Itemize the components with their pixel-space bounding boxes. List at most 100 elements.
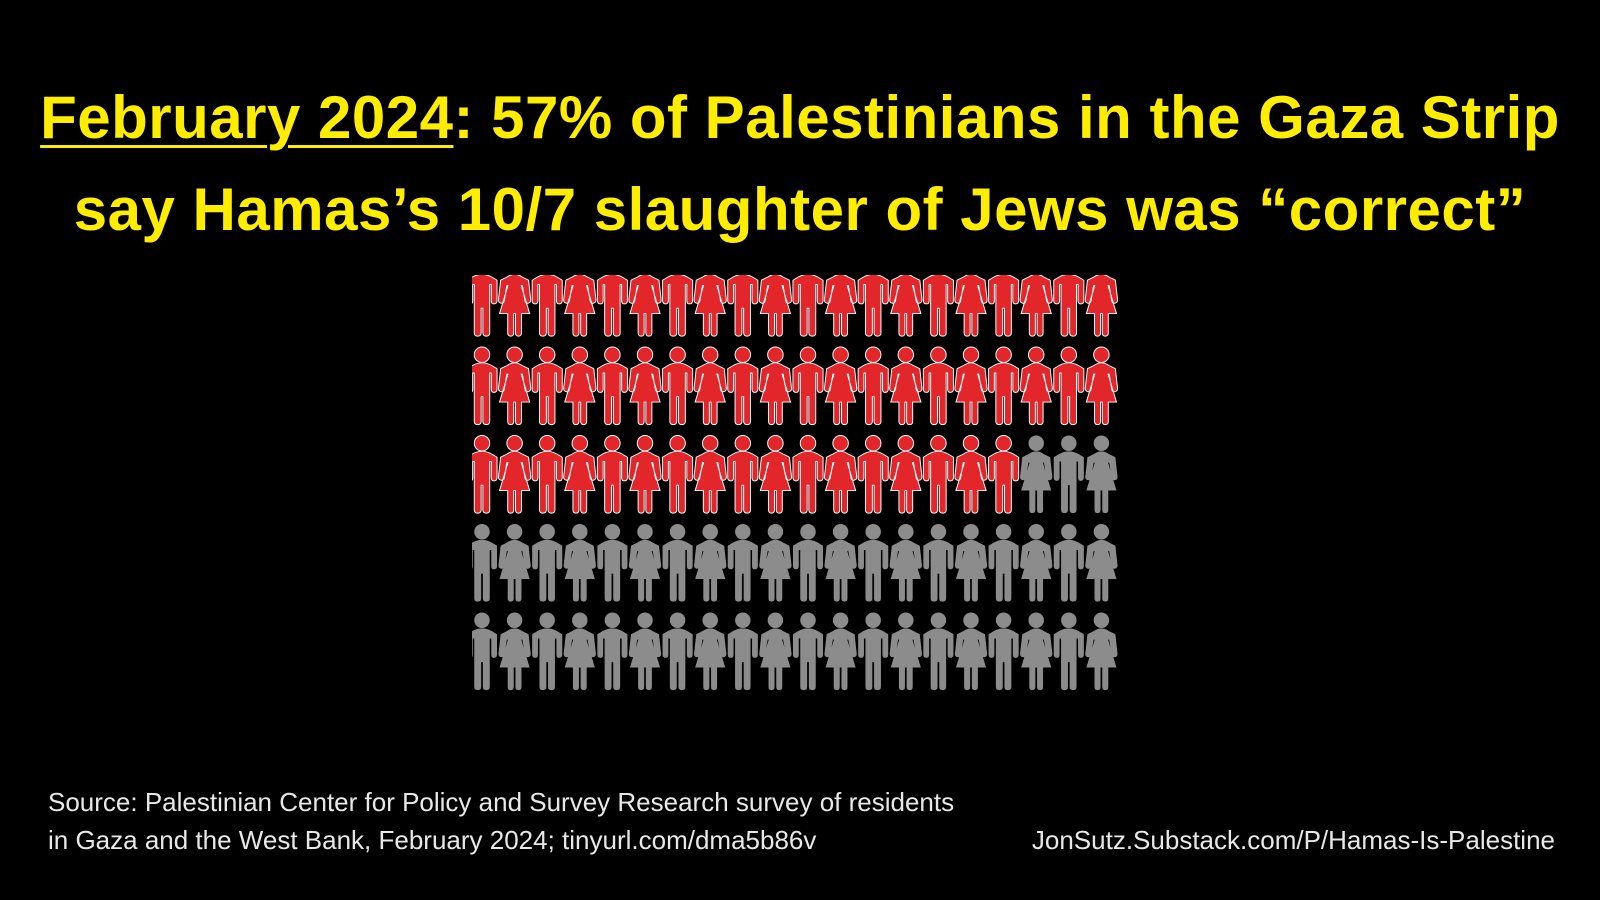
- person-icon-highlighted-woman: [823, 346, 858, 426]
- person-icon-highlighted-man: [727, 435, 759, 514]
- person-icon-man: [988, 612, 1019, 691]
- person-icon-woman: [1085, 435, 1118, 514]
- person-icon-highlighted-woman: [693, 435, 727, 514]
- person-icon-highlighted-woman: [497, 275, 532, 337]
- person-icon-highlighted-man: [472, 275, 498, 337]
- person-icon-highlighted-man: [662, 275, 694, 337]
- person-icon-highlighted-woman: [954, 275, 988, 337]
- person-icon-highlighted-woman: [1019, 346, 1053, 426]
- person-icon-woman: [563, 612, 596, 691]
- person-icon-highlighted-man: [1053, 346, 1085, 426]
- person-icon-highlighted-woman: [497, 346, 532, 426]
- person-icon-highlighted-woman: [889, 435, 923, 514]
- person-icon-highlighted-man: [922, 346, 954, 426]
- person-icon-highlighted-woman: [693, 346, 727, 426]
- person-icon-woman: [1085, 612, 1118, 691]
- person-icon-highlighted-man: [531, 275, 563, 337]
- person-icon-woman: [954, 612, 988, 691]
- person-icon-highlighted-man: [988, 346, 1020, 426]
- headline: February 2024: 57% of Palestinians in th…: [0, 72, 1600, 256]
- person-icon-highlighted-man: [472, 346, 498, 426]
- headline-line-1: February 2024: 57% of Palestinians in th…: [0, 72, 1600, 164]
- person-icon-man: [1053, 612, 1084, 691]
- person-icon-woman: [889, 524, 922, 602]
- person-icon-highlighted-woman: [497, 435, 532, 514]
- person-icon-highlighted-woman: [758, 346, 793, 426]
- source-line-1: Source: Palestinian Center for Policy an…: [48, 787, 955, 817]
- person-icon-woman: [498, 524, 531, 602]
- headline-line-2: say Hamas’s 10/7 slaughter of Jews was “…: [73, 176, 1527, 243]
- person-icon-highlighted-woman: [954, 346, 988, 426]
- person-icon-highlighted-man: [727, 275, 759, 337]
- person-icon-highlighted-woman: [693, 275, 727, 337]
- person-icon-highlighted-man: [857, 275, 889, 337]
- person-icon-highlighted-man: [988, 435, 1020, 514]
- person-icon-highlighted-man: [857, 435, 889, 514]
- person-icon-highlighted-woman: [628, 435, 662, 514]
- person-icon-highlighted-woman: [823, 275, 858, 337]
- person-icon-woman: [1020, 435, 1053, 514]
- person-icon-highlighted-man: [792, 435, 824, 514]
- person-icon-man: [662, 524, 693, 602]
- person-icon-highlighted-man: [596, 346, 628, 426]
- person-icon-highlighted-man: [988, 275, 1020, 337]
- person-icon-woman: [628, 612, 662, 691]
- person-icon-woman: [1020, 612, 1053, 691]
- person-icon-man: [792, 524, 824, 602]
- person-icon-highlighted-woman: [758, 435, 793, 514]
- person-icon-man: [1053, 435, 1084, 514]
- person-icon-highlighted-man: [472, 435, 498, 514]
- person-icon-woman: [889, 612, 922, 691]
- person-icon-highlighted-woman: [563, 275, 597, 337]
- pictogram-svg: [472, 275, 1119, 691]
- person-icon-man: [1053, 524, 1084, 602]
- person-icon-highlighted-man: [531, 435, 563, 514]
- person-icon-woman: [824, 612, 857, 691]
- person-icon-woman: [1085, 524, 1118, 602]
- person-icon-man: [597, 612, 628, 691]
- person-icon-highlighted-man: [662, 346, 694, 426]
- person-icon-highlighted-man: [922, 435, 954, 514]
- headline-line-1-text: : 57% of Palestinians in the Gaza Strip: [453, 84, 1560, 151]
- person-icon-woman: [954, 524, 988, 602]
- person-icon-highlighted-woman: [563, 346, 597, 426]
- person-icon-man: [727, 524, 758, 602]
- person-icon-woman: [694, 612, 727, 691]
- person-icon-man: [532, 612, 563, 691]
- person-icon-woman: [628, 524, 662, 602]
- person-icon-woman: [694, 524, 727, 602]
- person-icon-highlighted-man: [596, 275, 628, 337]
- person-icon-highlighted-man: [857, 346, 889, 426]
- person-icon-man: [923, 612, 954, 691]
- person-icon-highlighted-man: [662, 435, 694, 514]
- person-icon-woman: [759, 524, 792, 602]
- person-icon-highlighted-man: [792, 275, 824, 337]
- person-icon-woman: [759, 612, 792, 691]
- person-icon-highlighted-woman: [628, 346, 662, 426]
- person-icon-man: [472, 524, 498, 602]
- headline-date: February 2024: [40, 84, 454, 151]
- person-icon-man: [858, 524, 889, 602]
- person-icon-man: [532, 524, 563, 602]
- person-icon-highlighted-woman: [889, 346, 923, 426]
- person-icon-highlighted-woman: [628, 275, 662, 337]
- person-icon-man: [662, 612, 693, 691]
- person-icon-highlighted-woman: [563, 435, 597, 514]
- person-icon-highlighted-man: [596, 435, 628, 514]
- person-icon-woman: [498, 612, 531, 691]
- person-icon-man: [988, 524, 1019, 602]
- person-icon-highlighted-woman: [889, 275, 923, 337]
- person-icon-woman: [824, 524, 857, 602]
- person-icon-highlighted-man: [531, 346, 563, 426]
- person-icon-highlighted-man: [792, 346, 824, 426]
- person-icon-highlighted-woman: [1019, 275, 1053, 337]
- person-icon-woman: [563, 524, 596, 602]
- person-icon-highlighted-woman: [954, 435, 988, 514]
- person-icon-man: [923, 524, 954, 602]
- person-icon-highlighted-woman: [1084, 275, 1119, 337]
- source-note: Source: Palestinian Center for Policy an…: [48, 783, 954, 859]
- person-icon-highlighted-woman: [1084, 346, 1119, 426]
- credit-url[interactable]: JonSutz.Substack.com/P/Hamas-Is-Palestin…: [1031, 825, 1555, 855]
- person-icon-woman: [1020, 524, 1053, 602]
- person-icon-man: [727, 612, 758, 691]
